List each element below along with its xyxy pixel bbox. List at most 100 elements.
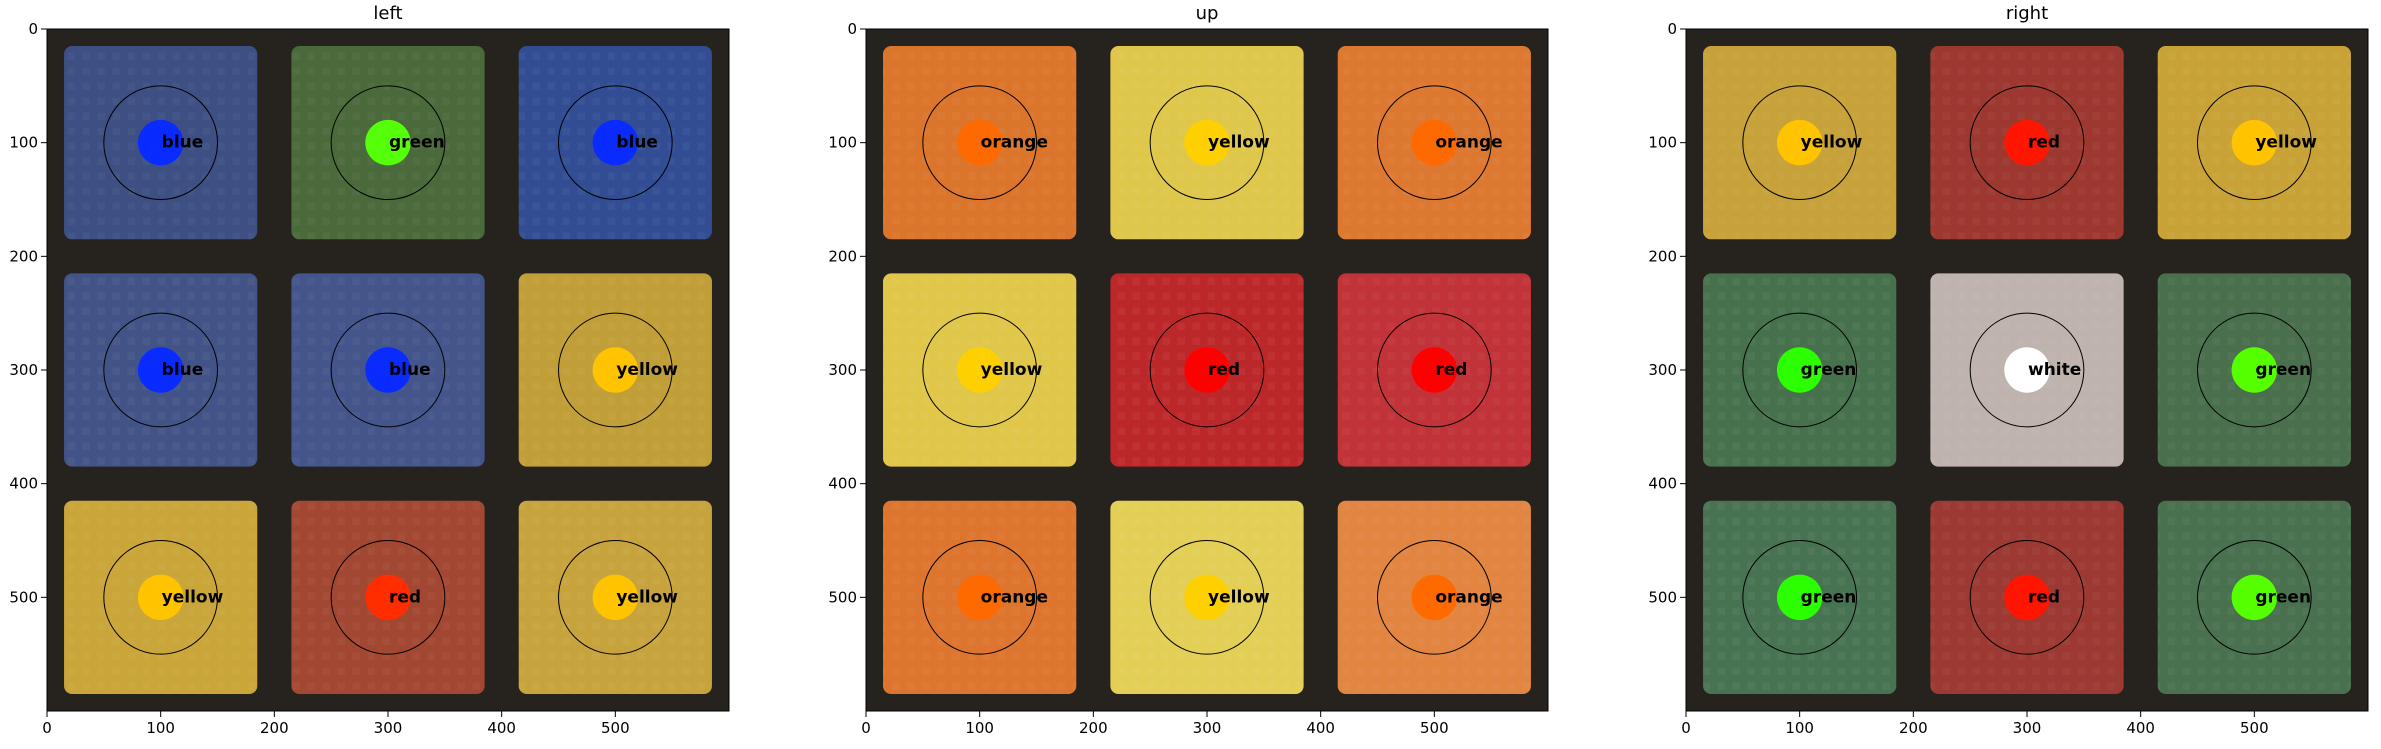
y-tick-label: 0 [1667,20,1677,38]
y-tick-label: 300 [828,361,857,379]
color-dot [592,347,639,393]
sample-circle [922,312,1038,428]
sticker-label: yellow [2255,133,2317,153]
sample-circle [1969,540,2085,655]
sticker-label: orange [1435,587,1502,607]
x-tick-label: 300 [1193,719,1222,737]
y-tick-label: 200 [9,247,38,265]
color-dot [365,347,411,393]
y-tick-label: 100 [828,134,857,152]
sample-circle [558,85,673,201]
x-tick-label: 200 [1079,719,1108,737]
sample-circle [922,85,1038,201]
y-tick-label: 200 [1648,247,1677,265]
color-dot [592,119,639,166]
sample-circle [2197,312,2312,428]
sticker-label: green [1801,587,1857,607]
color-dot [1411,119,1458,166]
x-tick-label: 500 [601,719,630,737]
x-tick-label: 0 [42,719,52,737]
color-dot [1411,574,1458,621]
color-dot [2231,574,2278,621]
y-tick-label: 100 [1648,134,1677,152]
y-tick-label: 500 [1648,588,1677,606]
x-tick-label: 400 [487,719,516,737]
sticker-label: red [1435,360,1467,380]
color-dot [2231,119,2278,166]
color-dot [365,119,411,166]
sticker-label: yellow [616,587,678,607]
x-tick-label: 100 [965,719,994,737]
sample-circle [1742,540,1857,655]
y-tick-label: 400 [1648,475,1677,493]
panel-title: left [373,3,402,24]
sample-circle [1377,540,1492,655]
x-tick-label: 100 [1785,719,1814,737]
sticker-label: orange [1435,133,1502,153]
color-dot [956,347,1003,393]
color-dot [2231,347,2278,393]
x-tick-label: 300 [2013,719,2042,737]
sample-circle [330,312,446,428]
sample-circle [1969,312,2085,428]
sample-circle [1969,85,2085,201]
color-dot [365,574,411,621]
sticker-label: blue [162,133,204,153]
x-tick-label: 400 [2126,719,2155,737]
x-tick-label: 500 [1420,719,1449,737]
color-dot [2004,119,2050,166]
sticker-label: yellow [1801,133,1863,153]
sticker-label: blue [616,133,658,153]
y-tick-label: 500 [828,588,857,606]
color-dot [137,119,184,166]
color-dot [1184,119,1230,166]
color-dot [137,347,184,393]
sample-circle [103,540,219,655]
sticker-label: yellow [1208,133,1270,153]
color-dot [1776,347,1823,393]
y-tick-label: 100 [9,134,38,152]
panel-right: right yellow red yellow green white green green… [1648,3,2369,737]
color-dot [592,574,639,621]
sticker-label: red [2028,133,2060,153]
sample-circle [1377,85,1492,201]
sample-circle [1742,312,1857,428]
x-tick-label: 200 [260,719,289,737]
x-tick-label: 500 [2240,719,2269,737]
sample-circle [558,540,673,655]
y-tick-label: 400 [828,475,857,493]
sample-circle [922,540,1038,655]
sample-circle [558,312,673,428]
x-tick-label: 0 [861,719,871,737]
x-tick-label: 0 [1681,719,1691,737]
sticker-label: yellow [616,360,678,380]
y-tick-label: 0 [847,20,857,38]
y-tick-label: 400 [9,475,38,493]
y-tick-label: 0 [28,20,38,38]
sticker-label: orange [981,587,1048,607]
color-dot [1184,347,1230,393]
y-tick-label: 500 [9,588,38,606]
y-tick-label: 200 [828,247,857,265]
color-dot [1776,574,1823,621]
sample-circle [330,540,446,655]
sample-circle [2197,85,2312,201]
sticker-label: green [2255,587,2311,607]
color-dot [2004,347,2050,393]
sample-circle [103,85,219,201]
sample-circle [1149,312,1265,428]
color-dot [1184,574,1230,621]
color-dot [137,574,184,621]
sticker-label: orange [981,133,1048,153]
panel-up: up orange yellow orange yellow red red orange ye… [828,3,1549,737]
sticker-label: yellow [981,360,1043,380]
sample-circle [1742,85,1857,201]
sticker-label: red [1208,360,1240,380]
sticker-label: green [2255,360,2311,380]
sample-circle [2197,540,2312,655]
sample-circle [1377,312,1492,428]
sticker-label: blue [162,360,204,380]
x-tick-label: 300 [374,719,403,737]
sticker-label: green [389,133,445,153]
